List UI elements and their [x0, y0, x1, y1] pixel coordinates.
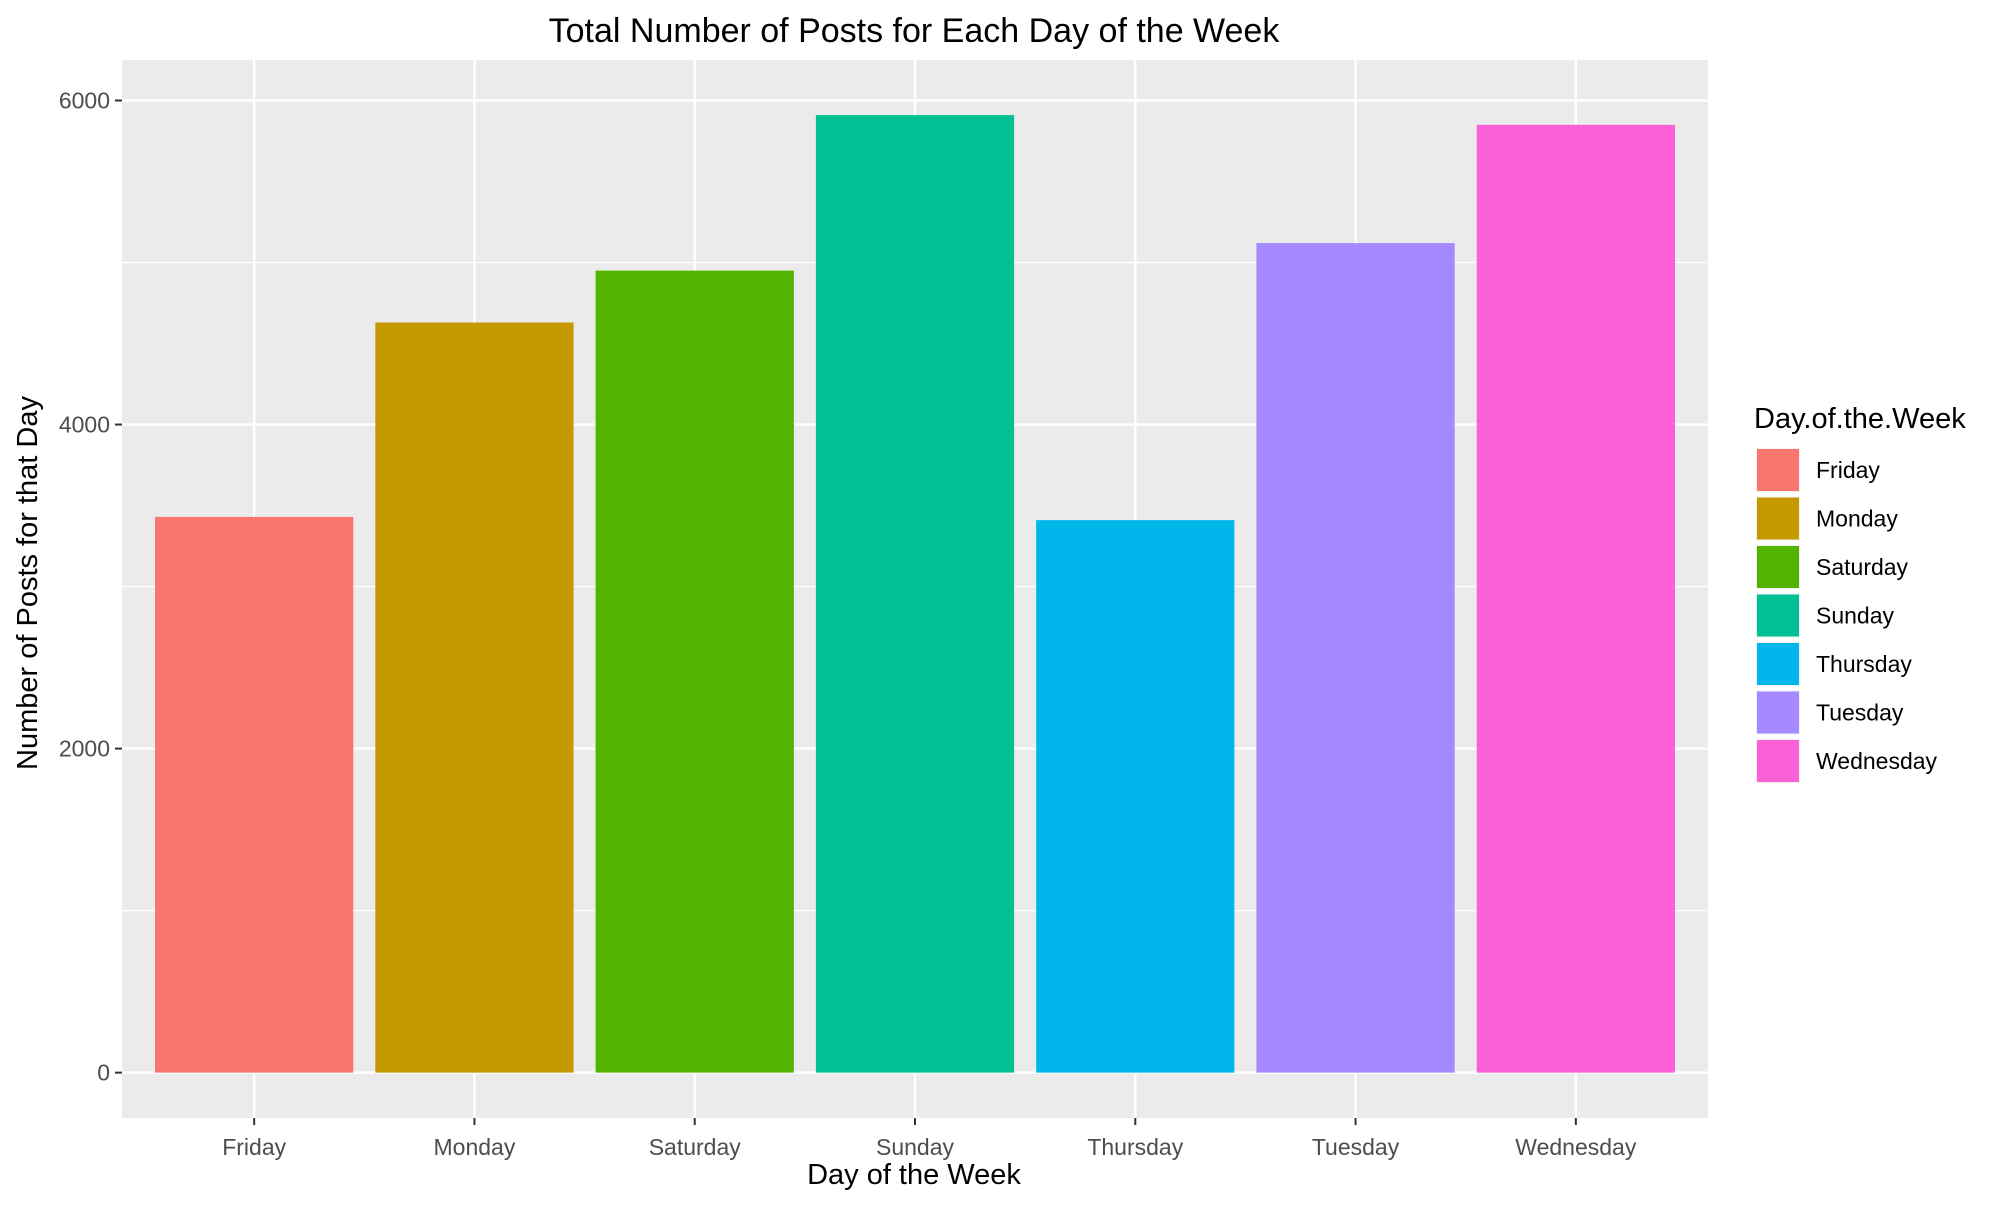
legend-label: Friday	[1816, 457, 1880, 483]
legend-key-wednesday	[1757, 740, 1799, 782]
legend-label: Thursday	[1816, 651, 1912, 677]
x-tick-label: Saturday	[649, 1134, 742, 1160]
bar-sunday	[815, 115, 1015, 1073]
legend-label: Monday	[1816, 506, 1898, 532]
bar-wednesday	[1476, 124, 1675, 1073]
legend-key-friday	[1757, 449, 1799, 491]
y-axis: 0 2000 4000 6000	[59, 88, 122, 1086]
legend-key-thursday	[1757, 643, 1799, 685]
legend-key-sunday	[1757, 594, 1799, 637]
plot-panel	[122, 60, 1708, 1118]
bar-thursday	[1036, 520, 1235, 1073]
y-tick-label: 6000	[59, 88, 110, 114]
y-tick-label: 4000	[59, 412, 110, 438]
x-tick-label: Thursday	[1087, 1134, 1183, 1160]
x-tick-label: Sunday	[876, 1134, 955, 1160]
legend-label: Saturday	[1816, 554, 1909, 580]
x-tick-label: Wednesday	[1515, 1134, 1637, 1160]
y-tick-label: 2000	[59, 736, 110, 762]
x-tick-label: Friday	[222, 1134, 286, 1160]
chart-title: Total Number of Posts for Each Day of th…	[549, 12, 1281, 50]
x-tick-label: Tuesday	[1312, 1134, 1400, 1160]
x-tick-label: Monday	[434, 1134, 516, 1160]
legend: Day.of.the.Week Friday Monday Saturday Sund…	[1754, 403, 1966, 783]
legend-label: Tuesday	[1816, 700, 1904, 726]
bar-tuesday	[1256, 243, 1455, 1073]
bar-monday	[375, 322, 574, 1073]
x-axis: Friday Monday Saturday Sunday Thursday Tuesda…	[222, 1118, 1637, 1160]
bar-saturday	[595, 270, 794, 1073]
bar-friday	[155, 516, 354, 1073]
legend-label: Wednesday	[1816, 748, 1938, 774]
y-axis-title: Number of Posts for that Day	[12, 396, 44, 770]
legend-key-tuesday	[1757, 691, 1799, 734]
legend-label: Sunday	[1816, 603, 1895, 629]
legend-key-monday	[1757, 497, 1799, 540]
legend-title: Day.of.the.Week	[1754, 403, 1966, 435]
x-axis-title: Day of the Week	[807, 1159, 1021, 1191]
legend-key-saturday	[1757, 546, 1799, 588]
y-tick-label: 0	[97, 1060, 110, 1086]
